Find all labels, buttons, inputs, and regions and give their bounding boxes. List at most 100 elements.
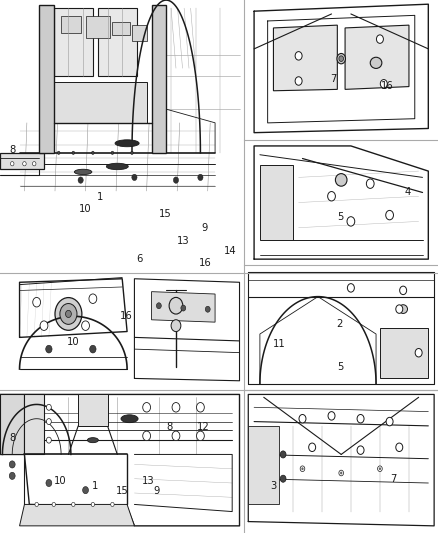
Circle shape (380, 79, 387, 88)
Text: 10: 10 (79, 204, 92, 214)
Circle shape (91, 502, 95, 506)
Text: 7: 7 (330, 74, 336, 84)
Circle shape (198, 174, 203, 181)
Circle shape (83, 487, 88, 494)
Circle shape (295, 52, 302, 60)
Polygon shape (273, 25, 337, 91)
Circle shape (71, 502, 75, 506)
Circle shape (156, 303, 161, 309)
Text: 11: 11 (273, 339, 286, 349)
Circle shape (172, 431, 180, 441)
Circle shape (379, 467, 381, 470)
Polygon shape (244, 0, 438, 140)
Text: 9: 9 (154, 487, 160, 496)
Polygon shape (260, 165, 293, 240)
Polygon shape (244, 265, 438, 390)
Polygon shape (78, 394, 108, 426)
Text: 15: 15 (115, 487, 128, 496)
Circle shape (386, 211, 393, 220)
Polygon shape (0, 153, 44, 169)
Circle shape (339, 56, 343, 61)
Circle shape (169, 297, 183, 314)
Circle shape (40, 321, 48, 330)
Circle shape (396, 305, 403, 313)
Circle shape (357, 415, 364, 423)
Text: 16: 16 (198, 259, 212, 268)
Text: 3: 3 (271, 481, 277, 491)
Text: 1: 1 (92, 481, 99, 491)
Circle shape (131, 151, 133, 155)
Polygon shape (345, 25, 409, 90)
Polygon shape (98, 8, 137, 76)
Circle shape (33, 297, 41, 307)
Text: 12: 12 (197, 423, 210, 432)
Circle shape (32, 161, 36, 166)
Circle shape (60, 303, 77, 325)
Polygon shape (0, 273, 244, 390)
Text: 4: 4 (404, 187, 410, 197)
Circle shape (280, 475, 286, 482)
Text: 16: 16 (381, 82, 394, 91)
Polygon shape (54, 8, 93, 76)
Polygon shape (85, 17, 110, 38)
Circle shape (339, 470, 343, 476)
Circle shape (366, 179, 374, 188)
Circle shape (66, 310, 71, 318)
Circle shape (90, 345, 96, 353)
Circle shape (347, 284, 354, 292)
Polygon shape (380, 328, 428, 378)
Polygon shape (0, 394, 25, 455)
Circle shape (9, 461, 15, 468)
Circle shape (357, 446, 364, 455)
Ellipse shape (74, 169, 92, 175)
Circle shape (340, 472, 343, 474)
Circle shape (376, 35, 383, 43)
Circle shape (81, 321, 89, 330)
Circle shape (378, 466, 382, 472)
Polygon shape (152, 292, 215, 322)
Circle shape (143, 431, 151, 441)
Circle shape (181, 305, 186, 311)
Circle shape (309, 443, 316, 451)
Text: 8: 8 (167, 423, 173, 432)
Polygon shape (0, 390, 244, 533)
Polygon shape (244, 390, 438, 533)
Polygon shape (39, 5, 54, 153)
Polygon shape (20, 504, 134, 526)
Circle shape (55, 297, 82, 330)
Circle shape (111, 151, 114, 155)
Text: 6: 6 (136, 254, 142, 264)
Text: 9: 9 (202, 223, 208, 233)
Circle shape (132, 174, 137, 181)
Circle shape (9, 472, 15, 479)
Circle shape (347, 217, 355, 226)
Polygon shape (132, 25, 147, 41)
Circle shape (415, 349, 422, 357)
Circle shape (301, 467, 304, 470)
Ellipse shape (336, 174, 347, 186)
Circle shape (46, 480, 52, 487)
Circle shape (111, 502, 114, 506)
Circle shape (89, 294, 97, 303)
Circle shape (143, 402, 151, 412)
Polygon shape (152, 5, 166, 153)
Text: 14: 14 (224, 246, 236, 255)
Text: 10: 10 (54, 476, 67, 486)
Circle shape (46, 345, 52, 353)
Text: 1: 1 (97, 192, 103, 202)
Polygon shape (113, 22, 130, 36)
Polygon shape (248, 426, 279, 504)
Text: 8: 8 (9, 146, 15, 155)
Circle shape (337, 53, 346, 64)
Text: 5: 5 (338, 213, 344, 222)
Text: 2: 2 (336, 319, 343, 329)
Circle shape (92, 151, 94, 155)
Circle shape (57, 151, 60, 155)
Circle shape (52, 502, 56, 506)
Text: 13: 13 (142, 476, 154, 486)
Circle shape (35, 502, 39, 506)
Circle shape (280, 451, 286, 458)
Ellipse shape (399, 305, 407, 313)
Ellipse shape (106, 163, 128, 169)
Circle shape (46, 418, 51, 425)
